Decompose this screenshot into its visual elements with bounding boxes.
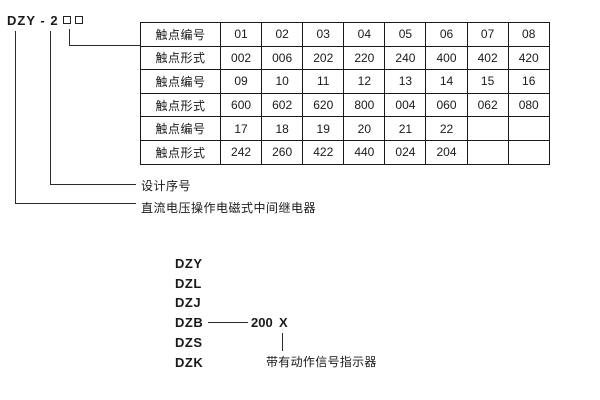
code-placeholder-box-icon (74, 16, 83, 24)
table-cell (507, 116, 550, 141)
table-cell: 15 (466, 69, 509, 94)
series-code-dzs: DZS (175, 335, 203, 350)
table-cell (466, 139, 509, 165)
table-cell: 080 (507, 92, 550, 118)
series-code-dzy: DZY (175, 256, 203, 271)
table-row: 触点形式 242 260 422 440 024 204 (140, 139, 550, 165)
table-cell: 01 (219, 22, 263, 47)
table-cell: 13 (384, 69, 427, 94)
table-cell: 202 (302, 45, 345, 71)
table-cell: 22 (425, 116, 468, 141)
leader-line-design-serial-horizontal (50, 184, 136, 185)
row-header-cell: 触点编号 (140, 22, 221, 47)
table-cell: 242 (219, 139, 263, 165)
table-cell: 05 (384, 22, 427, 47)
table-cell: 08 (507, 22, 550, 47)
table-cell: 16 (507, 69, 550, 94)
leader-line-description-horizontal (15, 203, 136, 204)
table-cell: 204 (425, 139, 468, 165)
table-cell: 600 (219, 92, 263, 118)
table-cell: 220 (343, 45, 386, 71)
table-cell: 03 (302, 22, 345, 47)
table-cell: 12 (343, 69, 386, 94)
table-cell: 400 (425, 45, 468, 71)
table-cell: 06 (425, 22, 468, 47)
variant-leader-line (282, 333, 283, 351)
table-cell: 260 (261, 139, 304, 165)
dzb-dash-line (208, 322, 248, 323)
table-cell: 800 (343, 92, 386, 118)
table-cell: 07 (466, 22, 509, 47)
design-serial-label: 设计序号 (141, 179, 192, 193)
table-cell: 18 (261, 116, 304, 141)
indicator-note-label: 带有动作信号指示器 (266, 355, 377, 369)
table-cell: 402 (466, 45, 509, 71)
table-cell: 422 (302, 139, 345, 165)
dzb-suffix-variant: X (279, 315, 288, 330)
table-cell: 20 (343, 116, 386, 141)
table-row: 触点编号 17 18 19 20 21 22 (140, 116, 550, 141)
table-row: 触点形式 600 602 620 800 004 060 062 080 (140, 92, 550, 118)
series-code-dzb: DZB (175, 315, 204, 330)
table-cell: 09 (219, 69, 263, 94)
table-cell: 02 (261, 22, 304, 47)
table-cell: 024 (384, 139, 427, 165)
table-cell: 620 (302, 92, 345, 118)
row-header-cell: 触点形式 (140, 139, 221, 165)
product-description-label: 直流电压操作电磁式中间继电器 (141, 201, 317, 215)
table-cell: 440 (343, 139, 386, 165)
leader-line-to-table-vertical (69, 29, 70, 45)
leader-line-design-serial-vertical (50, 31, 51, 184)
table-cell: 10 (261, 69, 304, 94)
table-row: 触点形式 002 006 202 220 240 400 402 420 (140, 45, 550, 71)
table-cell: 04 (343, 22, 386, 47)
series-code-dzl: DZL (175, 276, 202, 291)
table-cell: 006 (261, 45, 304, 71)
code-placeholder-box-icon (62, 16, 71, 24)
table-cell: 17 (219, 116, 263, 141)
table-cell: 240 (384, 45, 427, 71)
table-cell: 062 (466, 92, 509, 118)
table-cell: 002 (219, 45, 263, 71)
table-cell: 004 (384, 92, 427, 118)
table-cell: 060 (425, 92, 468, 118)
leader-line-to-table-horizontal (69, 45, 140, 46)
row-header-cell: 触点形式 (140, 92, 221, 118)
table-cell: 21 (384, 116, 427, 141)
row-header-cell: 触点编号 (140, 116, 221, 141)
table-cell: 11 (302, 69, 345, 94)
series-code-dzk: DZK (175, 355, 204, 370)
table-cell: 602 (261, 92, 304, 118)
dzb-suffix-value: 200 (251, 315, 273, 330)
row-header-cell: 触点编号 (140, 69, 221, 94)
table-row: 触点编号 01 02 03 04 05 06 07 08 (140, 22, 550, 47)
table-cell: 420 (507, 45, 550, 71)
table-cell: 19 (302, 116, 345, 141)
table-row: 触点编号 09 10 11 12 13 14 15 16 (140, 69, 550, 94)
table-cell (507, 139, 550, 165)
series-code-dzj: DZJ (175, 295, 202, 310)
leader-line-description-vertical (15, 31, 16, 203)
contact-table-body: 触点编号 01 02 03 04 05 06 07 08 触点形式 002 006 202 220 240 4… (140, 22, 550, 165)
row-header-cell: 触点形式 (140, 45, 221, 71)
model-code-text: DZY - 2 (7, 13, 59, 28)
contact-table: 触点编号 01 02 03 04 05 06 07 08 触点形式 002 006 202 220 240 4… (140, 22, 550, 165)
table-cell (466, 116, 509, 141)
table-cell: 14 (425, 69, 468, 94)
model-code: DZY - 2 (7, 13, 83, 28)
